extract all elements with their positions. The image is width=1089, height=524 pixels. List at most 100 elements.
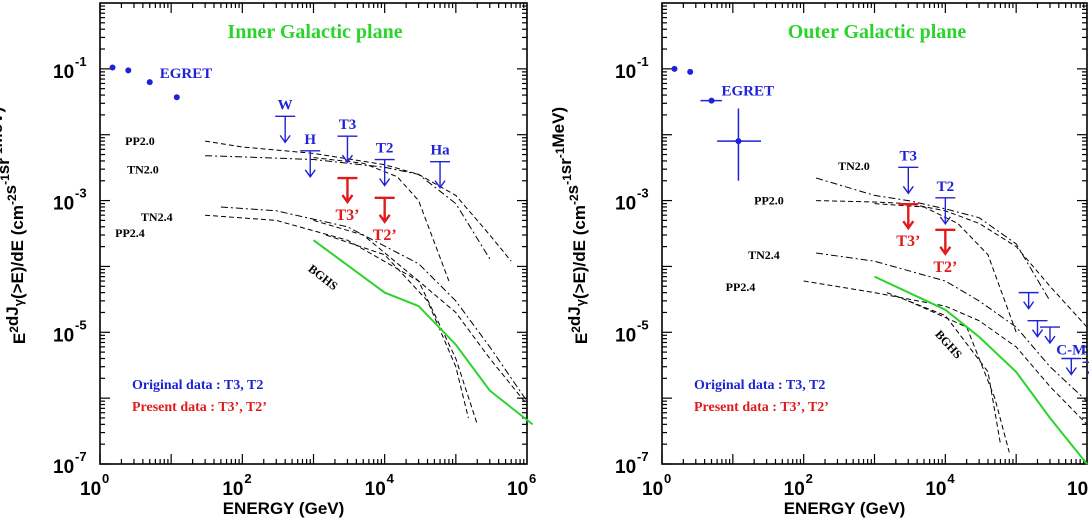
- curve-label: PP2.0: [754, 194, 784, 208]
- y-tick-exponent: -3: [75, 186, 87, 201]
- upper-limit-original-head: [902, 185, 914, 195]
- x-tick-exponent: 6: [529, 471, 536, 486]
- upper-limit-original-head: [1031, 329, 1044, 338]
- model-curve: [886, 292, 1001, 445]
- x-tick-label: 10: [80, 479, 101, 500]
- upper-limit-original-label: H: [304, 132, 316, 148]
- curve-label: PP2.0: [125, 134, 155, 148]
- upper-limit-original-head: [1023, 301, 1035, 310]
- model-curve: [816, 252, 1088, 402]
- upper-limit-original-label: W: [278, 97, 293, 113]
- bghs-label: BGHS: [932, 327, 965, 361]
- x-tick-label: 10: [222, 479, 243, 500]
- y-tick-label: 10: [53, 325, 74, 346]
- egret-point: [687, 68, 694, 75]
- egret-point: [109, 64, 116, 71]
- model-curve: [816, 200, 1088, 328]
- upper-limit-original-label: T3: [900, 148, 918, 164]
- model-curve: [803, 280, 1088, 425]
- y-tick-label: 10: [53, 457, 74, 478]
- upper-limit-present-head: [902, 220, 915, 231]
- upper-limit-original-head: [379, 178, 391, 187]
- y-tick-label: 10: [615, 62, 636, 83]
- egret-point: [735, 138, 742, 145]
- model-curve: [220, 206, 528, 402]
- upper-limit-present-head: [378, 214, 391, 224]
- y-axis-title: E2dJγ(>E)/dE (cm-2s-1sr-1MeV): [0, 107, 29, 344]
- upper-limit-present-head: [939, 246, 952, 256]
- egret-point: [708, 97, 715, 104]
- y-tick-label: 10: [615, 325, 636, 346]
- x-tick-exponent: 0: [664, 471, 671, 486]
- y-tick-exponent: -5: [75, 317, 87, 332]
- model-curve: [815, 177, 1051, 302]
- model-curve: [313, 219, 478, 425]
- upper-limit-original-head: [279, 134, 291, 144]
- model-curve: [325, 234, 469, 419]
- y-tick-label: 10: [53, 62, 74, 83]
- y-tick-label: 10: [615, 194, 636, 215]
- y-tick-exponent: -7: [75, 449, 87, 464]
- upper-limit-present-head: [341, 194, 354, 205]
- x-tick-label: 10: [784, 479, 805, 500]
- upper-limit-original-label: T3: [339, 117, 357, 133]
- plot-frame: [661, 2, 1088, 465]
- egret-label: EGRET: [160, 66, 213, 82]
- y-tick-exponent: -7: [637, 449, 649, 464]
- curve-label: PP2.4: [726, 280, 756, 294]
- x-tick-exponent: 0: [102, 471, 109, 486]
- egret-point: [146, 79, 153, 86]
- x-tick-label: 10: [642, 479, 663, 500]
- upper-limit-present-label: T2’: [933, 259, 957, 276]
- x-tick-label: 10: [1067, 479, 1088, 500]
- upper-limit-original-head: [341, 154, 354, 164]
- model-curve: [313, 157, 450, 282]
- egret-point: [125, 67, 132, 74]
- model-curve: [205, 140, 512, 262]
- upper-limit-original-head: [1044, 335, 1056, 345]
- x-tick-exponent: 2: [806, 471, 813, 486]
- upper-limit-original-label: T2: [376, 141, 394, 157]
- upper-limit-original-head: [1065, 367, 1077, 376]
- legend-present-data: Present data : T3’, T2’: [132, 400, 267, 415]
- egret-label: EGRET: [722, 84, 775, 100]
- curve-label: TN2.4: [141, 210, 173, 224]
- x-tick-exponent: 4: [387, 471, 395, 486]
- x-tick-label: 10: [365, 479, 386, 500]
- y-tick-label: 10: [615, 457, 636, 478]
- y-tick-exponent: -3: [637, 186, 649, 201]
- y-tick-exponent: -1: [637, 54, 649, 69]
- x-axis-title: ENERGY (GeV): [223, 499, 345, 518]
- y-tick-label: 10: [53, 194, 74, 215]
- bghs-label: BGHS: [306, 262, 341, 294]
- upper-limit-present-label: T2’: [373, 227, 397, 244]
- curve-label: TN2.0: [127, 163, 159, 177]
- upper-limit-original-head: [939, 216, 951, 226]
- egret-point: [671, 65, 678, 72]
- y-axis-title: E2dJγ(>E)/dE (cm-2s-1sr-1MeV): [549, 107, 591, 344]
- chart-title: Outer Galactic plane: [788, 21, 967, 43]
- upper-limit-original-label: Ha: [430, 143, 450, 159]
- model-curve: [908, 300, 1010, 453]
- bghs-curve: [874, 275, 1088, 465]
- upper-limit-present-label: T3’: [335, 207, 359, 224]
- chart-title: Inner Galactic plane: [227, 21, 402, 43]
- curve-label: PP2.4: [115, 226, 145, 240]
- curve-label: TN2.4: [748, 248, 780, 262]
- y-tick-exponent: -1: [75, 54, 87, 69]
- legend-original-data: Original data : T3, T2: [132, 378, 263, 393]
- y-tick-exponent: -5: [637, 317, 649, 332]
- x-tick-label: 10: [925, 479, 946, 500]
- upper-limit-original-label: C-M: [1056, 342, 1086, 358]
- upper-limit-original-head: [434, 180, 446, 189]
- x-tick-exponent: 4: [947, 471, 955, 486]
- upper-limit-original-label: T2: [937, 179, 955, 195]
- upper-limit-present-label: T3’: [896, 233, 920, 250]
- x-tick-exponent: 2: [244, 471, 251, 486]
- x-tick-label: 10: [507, 479, 528, 500]
- upper-limit-original-head: [304, 169, 316, 178]
- curve-label: TN2.0: [838, 159, 870, 173]
